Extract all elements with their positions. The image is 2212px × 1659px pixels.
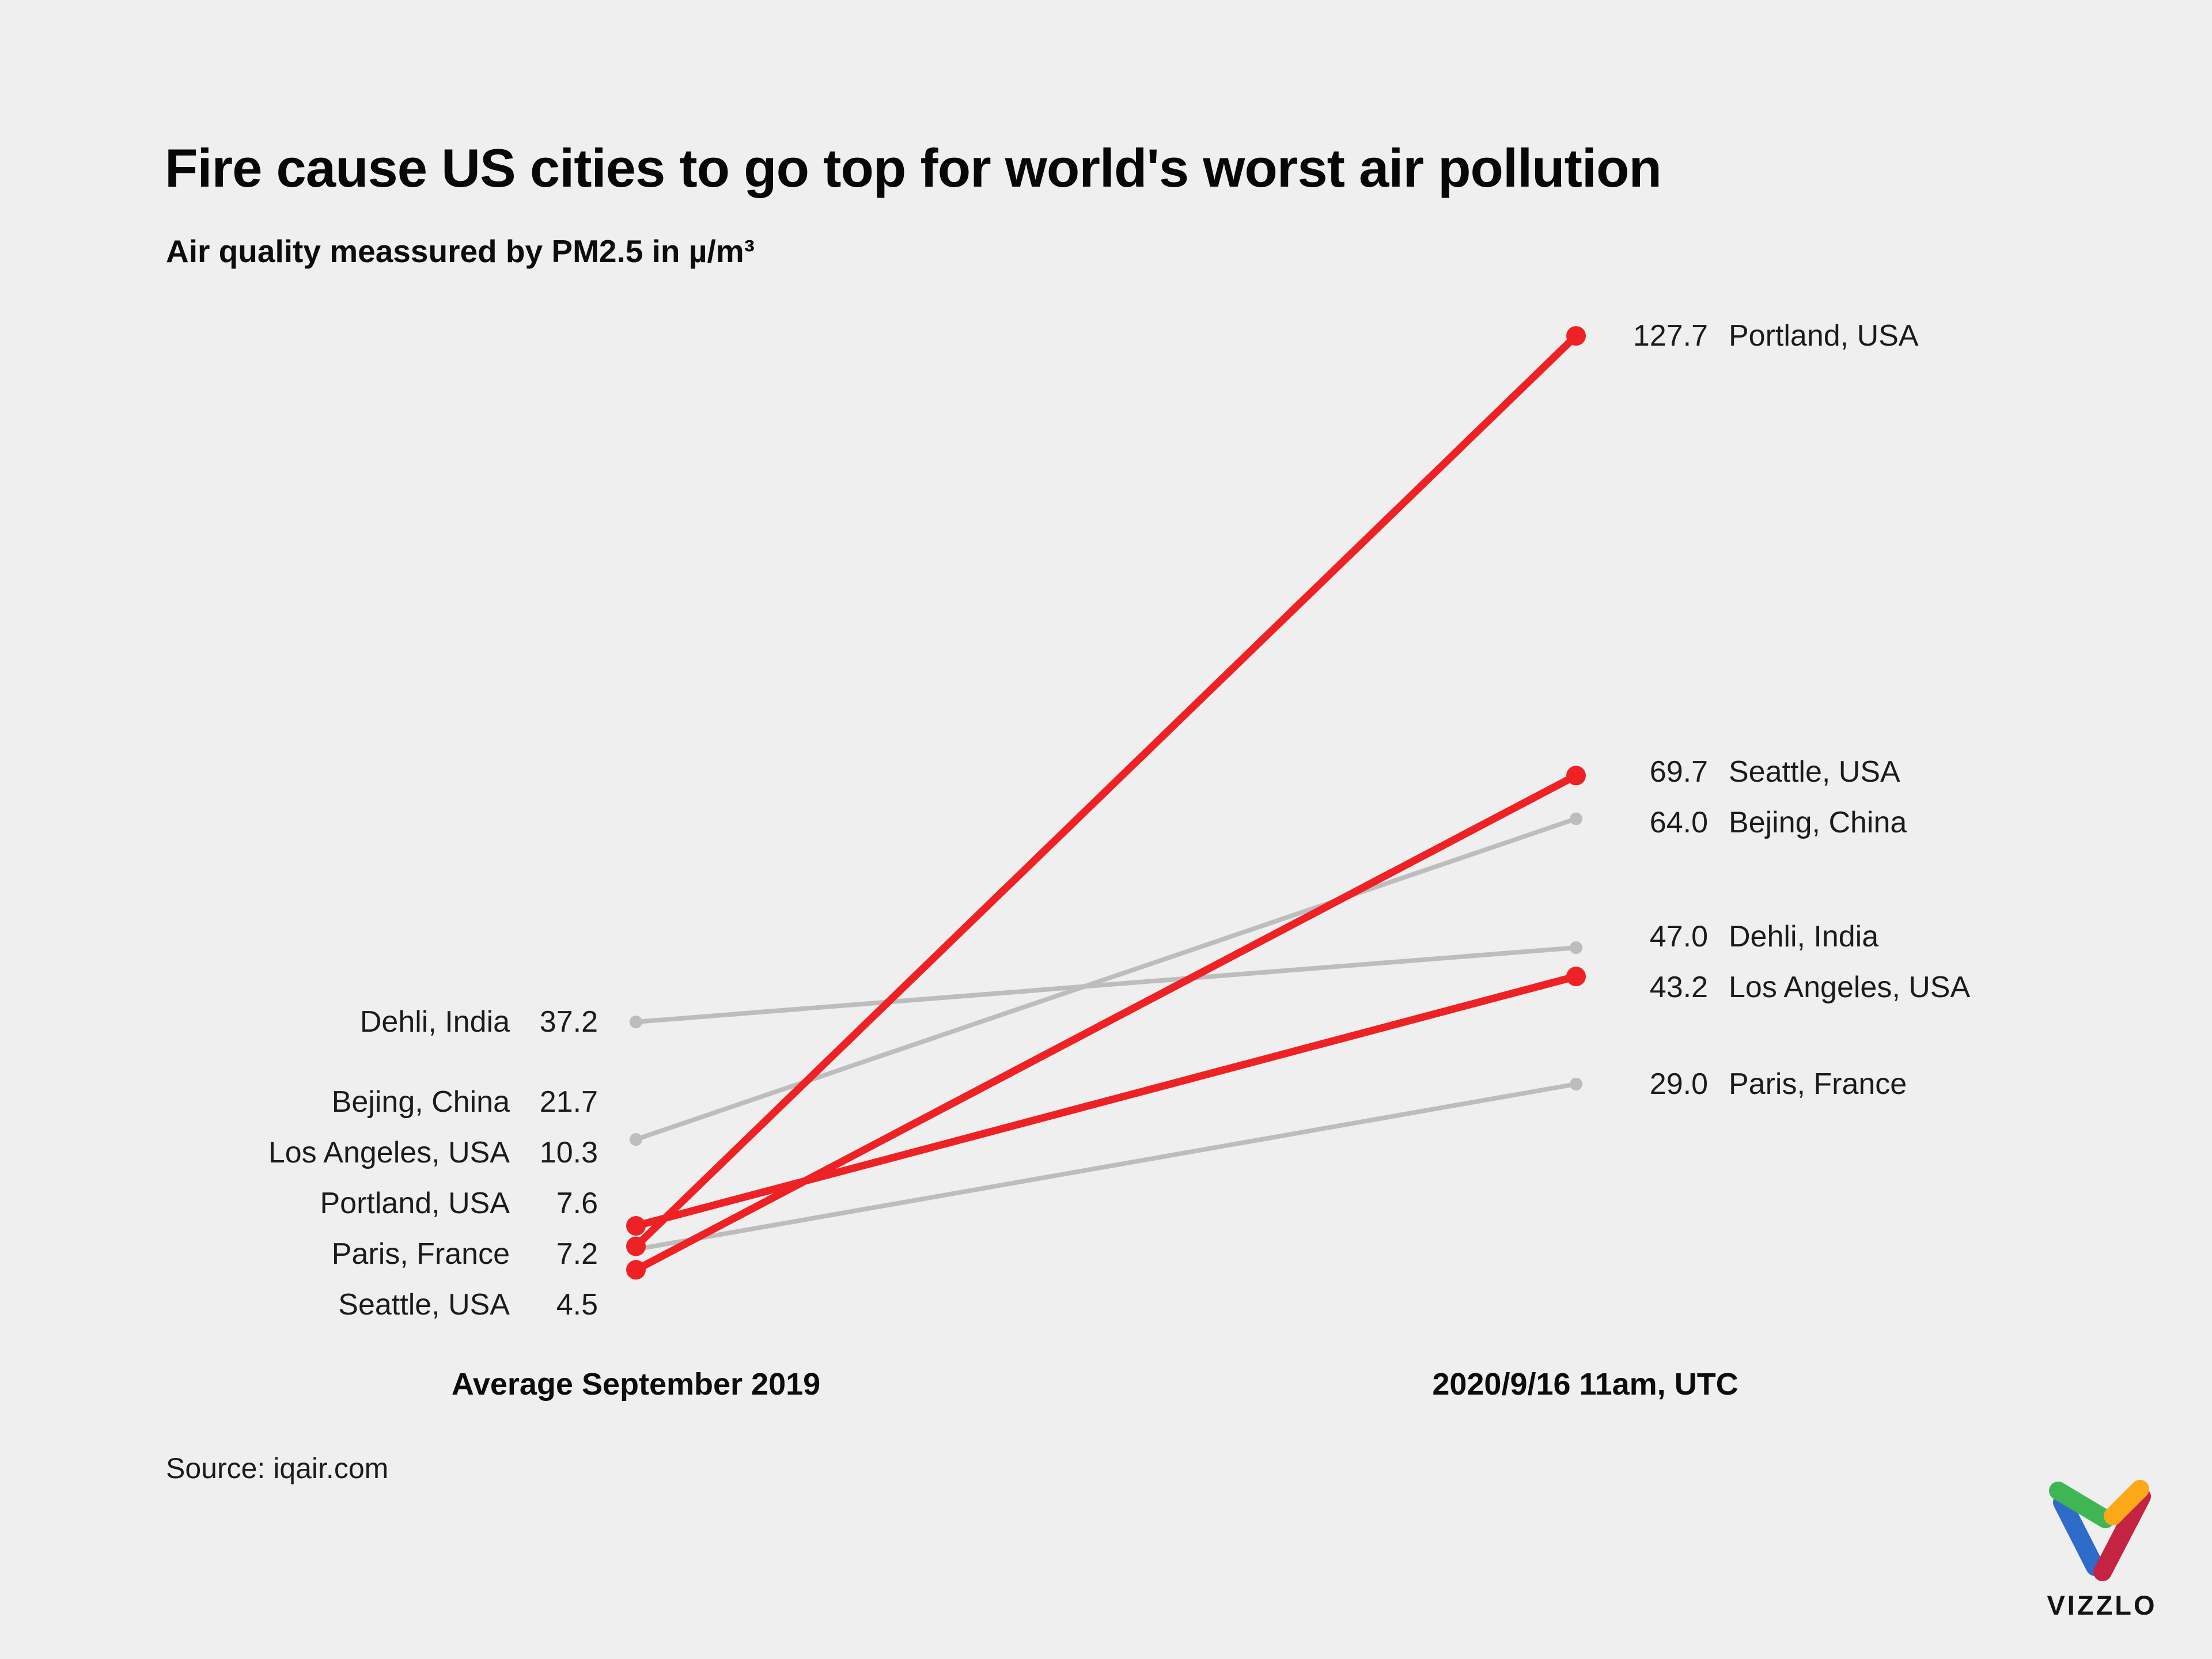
end-value: 29.0 [1649, 1067, 1708, 1101]
left-label-row: Seattle, USA 4.5 [338, 1279, 598, 1330]
data-point-dot [1566, 967, 1586, 987]
vizzlo-logo: VIZZLO [2047, 1480, 2157, 1620]
city-name: Bejing, China [1729, 806, 1907, 839]
slope-line [635, 816, 1577, 1142]
city-name: Paris, France [331, 1237, 510, 1271]
right-label-row: 47.0 Dehli, India [1614, 911, 1878, 962]
data-point-dot [630, 1016, 642, 1029]
left-label-row: Portland, USA 7.6 [320, 1178, 599, 1229]
end-value: 43.2 [1649, 971, 1708, 1004]
data-point-dot [630, 1133, 642, 1146]
slope-line [635, 972, 1577, 1230]
right-label-row: 127.7 Portland, USA [1614, 310, 1919, 361]
slope-line [635, 945, 1577, 1025]
data-point-dot [626, 1260, 646, 1280]
left-label-column: Portland, USA 7.6 Seattle, USA 4.5 Bejing, C… [0, 0, 598, 1659]
start-value: 4.5 [556, 1288, 598, 1321]
start-value: 7.2 [556, 1237, 598, 1271]
city-name: Los Angeles, USA [268, 1136, 510, 1169]
city-name: Paris, France [1729, 1067, 1907, 1101]
x-axis-label-right: 2020/9/16 11am, UTC [1432, 1367, 1738, 1402]
city-name: Portland, USA [320, 1187, 510, 1220]
logo-blue-stroke [2053, 1493, 2104, 1576]
data-point-dot [1566, 326, 1586, 346]
x-axis-label-left: Average September 2019 [451, 1367, 821, 1402]
city-name: Dehli, India [359, 1005, 510, 1039]
city-name: Portland, USA [1729, 319, 1919, 353]
start-value: 7.6 [556, 1187, 598, 1220]
city-name: Bejing, China [331, 1085, 510, 1119]
left-label-row: Paris, France 7.2 [332, 1229, 598, 1279]
left-label-row: Dehli, India 37.2 [360, 997, 598, 1047]
chart-title: Fire cause US cities to go top for world… [165, 138, 1662, 198]
logo-orange-stroke [2104, 1480, 2149, 1525]
start-value: 21.7 [539, 1085, 598, 1119]
city-name: Dehli, India [1729, 920, 1879, 953]
right-label-row: 69.7 Seattle, USA [1614, 747, 1900, 797]
left-label-row: Los Angeles, USA 10.3 [268, 1127, 598, 1178]
left-label-row: Bejing, China 21.7 [332, 1077, 598, 1127]
slope-line [633, 333, 1579, 1249]
right-label-row: 43.2 Los Angeles, USA [1614, 962, 1970, 1013]
logo-wordmark: VIZZLO [2047, 1590, 2157, 1620]
data-point-dot [626, 1216, 646, 1236]
end-value: 64.0 [1649, 806, 1708, 839]
logo-red-stroke [2093, 1487, 2151, 1581]
data-point-dot [1570, 941, 1582, 955]
right-label-column: 127.7 Portland, USA 69.7 Seattle, USA 64.0 Be… [1614, 0, 2207, 1659]
end-value: 69.7 [1649, 755, 1708, 789]
slope-line [634, 772, 1578, 1274]
city-name: Seattle, USA [1729, 755, 1900, 789]
end-value: 127.7 [1633, 319, 1708, 353]
source-caption: Source: iqair.com [166, 1452, 389, 1484]
right-label-row: 64.0 Bejing, China [1614, 797, 1907, 848]
data-point-dot [626, 1236, 646, 1256]
logo-green-stroke [2049, 1482, 2115, 1528]
start-value: 10.3 [539, 1136, 598, 1169]
city-name: Los Angeles, USA [1729, 971, 1971, 1004]
right-label-row: 29.0 Paris, France [1614, 1059, 1907, 1109]
data-point-dot [1570, 812, 1582, 825]
data-point-dot [1570, 1077, 1582, 1090]
data-point-dot [1566, 766, 1586, 786]
start-value: 37.2 [539, 1005, 598, 1039]
chart-subtitle: Air quality meassured by PM2.5 in µ/m³ [166, 233, 755, 269]
end-value: 47.0 [1649, 920, 1708, 953]
slope-line [635, 1082, 1577, 1252]
city-name: Seattle, USA [338, 1288, 510, 1321]
